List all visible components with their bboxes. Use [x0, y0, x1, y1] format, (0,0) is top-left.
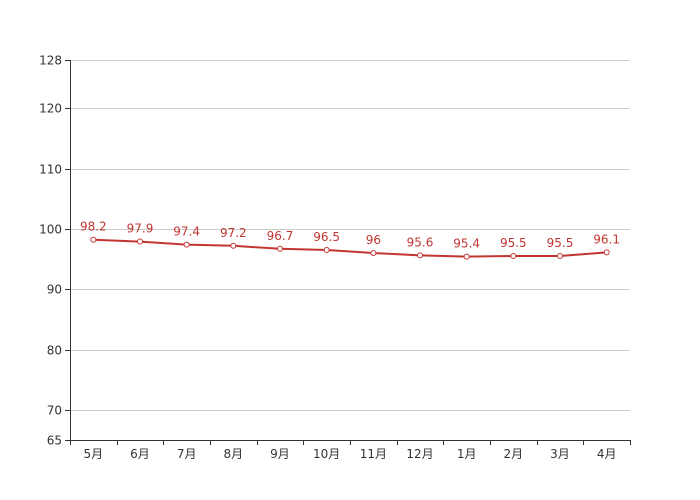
data-label: 97.9: [127, 222, 154, 236]
data-point[interactable]: [277, 245, 283, 252]
x-tick-label: 5月: [84, 447, 104, 461]
data-point[interactable]: [370, 250, 377, 257]
data-point[interactable]: [230, 242, 237, 249]
x-tick-label: 6月: [130, 447, 150, 461]
x-tick-label: 2月: [504, 447, 524, 461]
data-label: 95.5: [500, 236, 527, 250]
y-tick-label: 120: [39, 102, 62, 116]
data-point[interactable]: [463, 253, 470, 260]
x-tick-label: 3月: [550, 447, 570, 461]
y-tick-label: 90: [47, 283, 62, 297]
y-tick-label: 65: [47, 434, 62, 448]
x-tick-label: 4月: [597, 447, 617, 461]
data-point[interactable]: [603, 249, 610, 256]
x-tick-label: 7月: [177, 447, 197, 461]
data-label: 96: [366, 233, 381, 247]
data-label: 95.5: [547, 236, 574, 250]
x-axis-tick-labels: 5月 6月 7月 8月 9月 10月 11月 12月 1月 2月 3月 4月: [84, 447, 617, 461]
data-labels: 98.2 97.9 97.4 97.2 96.7 96.5 96 95.6 95.4 95.5 95…: [80, 220, 620, 251]
series-line-group: [90, 236, 610, 260]
data-label: 96.5: [313, 230, 340, 244]
axes: [65, 60, 631, 445]
x-tick-label: 10月: [313, 447, 340, 461]
series-line: [93, 238, 607, 258]
data-point[interactable]: [323, 247, 330, 253]
y-axis-tick-labels: 65 70 80 90 100 110 120 128: [39, 54, 62, 448]
x-tick-label: 12月: [406, 447, 433, 461]
data-point[interactable]: [557, 253, 563, 260]
data-label: 95.4: [453, 237, 480, 251]
x-tick-label: 9月: [270, 447, 290, 461]
y-tick-label: 80: [47, 344, 62, 358]
data-point[interactable]: [417, 252, 423, 259]
data-point[interactable]: [183, 241, 190, 248]
y-tick-label: 128: [39, 54, 62, 68]
data-label: 96.1: [593, 232, 620, 246]
data-label: 96.7: [267, 229, 294, 243]
data-label: 97.2: [220, 226, 247, 240]
x-tick-label: 8月: [224, 447, 244, 461]
y-tick-label: 110: [39, 163, 62, 177]
y-tick-label: 100: [39, 223, 62, 237]
grid-lines: [70, 60, 630, 411]
y-tick-label: 70: [47, 404, 62, 418]
data-label: 97.4: [173, 225, 200, 239]
data-label: 95.6: [407, 235, 434, 249]
data-point[interactable]: [137, 238, 143, 245]
x-tick-label: 1月: [457, 447, 477, 461]
x-tick-label: 11月: [360, 447, 387, 461]
data-point[interactable]: [90, 236, 97, 243]
data-point[interactable]: [510, 253, 517, 260]
data-label: 98.2: [80, 220, 107, 234]
